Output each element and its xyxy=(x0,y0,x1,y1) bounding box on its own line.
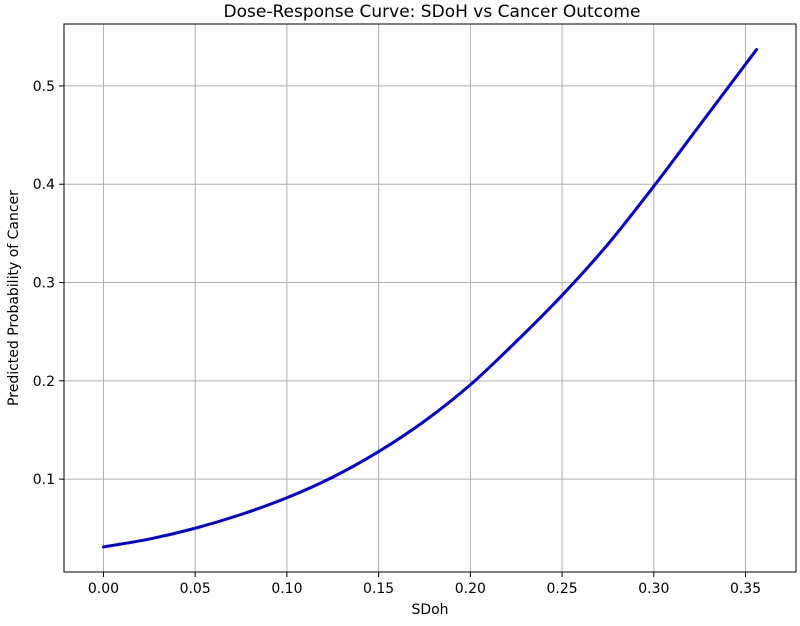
plot-frame xyxy=(63,23,797,573)
series-line-0 xyxy=(101,48,759,549)
grid-layer xyxy=(64,24,796,572)
x-axis-label: SDoh xyxy=(411,602,448,618)
x-tick-label: 0.10 xyxy=(271,581,302,597)
x-tick-label: 0.05 xyxy=(180,581,211,597)
y-axis-label: Predicted Probability of Cancer xyxy=(6,190,22,406)
x-axis-ticks: 0.00 0.05 0.10 0.15 0.20 0.25 0.30 0.35 xyxy=(88,572,761,597)
x-tick-label: 0.15 xyxy=(363,581,394,597)
x-tick-label: 0.25 xyxy=(547,581,578,597)
y-tick-label: 0.4 xyxy=(33,177,55,193)
y-tick-label: 0.1 xyxy=(33,472,55,488)
line-layer xyxy=(101,48,759,549)
y-tick-label: 0.2 xyxy=(33,374,55,390)
x-tick-label: 0.30 xyxy=(638,581,669,597)
y-tick-label: 0.5 xyxy=(33,79,55,95)
chart-title: Dose-Response Curve: SDoH vs Cancer Outc… xyxy=(224,2,641,22)
x-tick-label: 0.20 xyxy=(455,581,486,597)
x-tick-label: 0.35 xyxy=(730,581,761,597)
y-axis-ticks: 0.1 0.2 0.3 0.4 0.5 xyxy=(33,79,64,488)
x-tick-label: 0.00 xyxy=(88,581,119,597)
y-tick-label: 0.3 xyxy=(33,276,55,292)
